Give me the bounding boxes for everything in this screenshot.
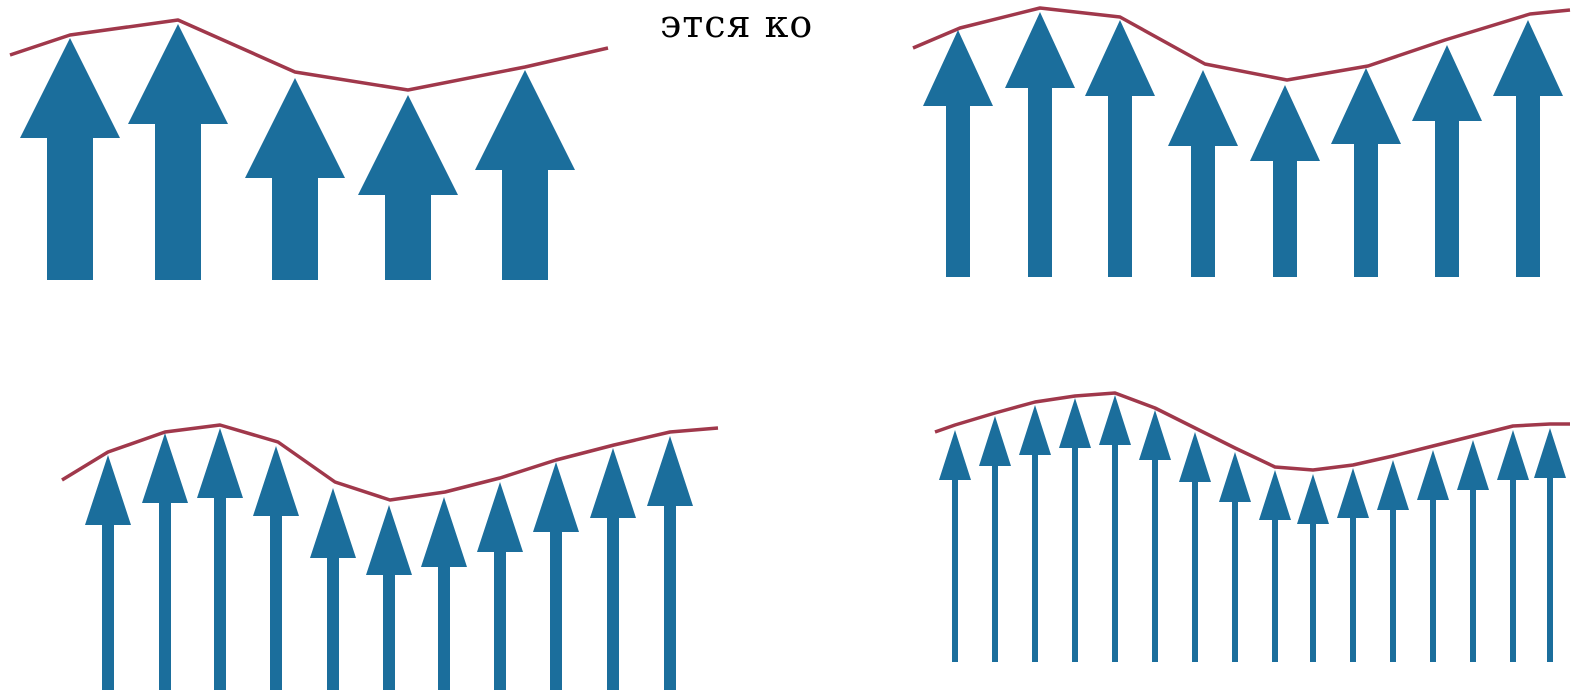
envelope-curve [9,18,609,92]
up-arrow [1179,432,1211,662]
up-arrow [1493,20,1563,277]
up-arrow [253,446,299,690]
up-arrow [590,448,636,690]
up-arrow [1099,395,1131,662]
up-arrow [358,95,458,280]
up-arrow [197,428,243,690]
up-arrow [475,70,575,280]
up-arrow [1497,430,1529,662]
caption-text: этся ко [660,2,814,46]
up-arrow [1331,68,1401,277]
panel-bottom-right [934,391,1570,662]
up-arrow [128,24,228,280]
up-arrow [1457,440,1489,662]
envelope-curve [912,6,1571,82]
up-arrow [1168,70,1238,277]
up-arrow [1005,12,1075,277]
up-arrow [1377,460,1409,662]
up-arrow [1259,470,1291,662]
up-arrow [1059,398,1091,662]
up-arrow [1019,405,1051,662]
up-arrow [1337,468,1369,662]
up-arrow [533,462,579,690]
up-arrow [1412,45,1482,277]
envelope-curve [61,423,719,502]
up-arrow [85,455,131,690]
up-arrow [1219,452,1251,662]
up-arrow [1139,410,1171,662]
up-arrow [647,436,693,690]
panel-top-right [912,6,1571,277]
up-arrow [477,482,523,690]
envelope-curve [934,391,1570,472]
up-arrow [20,38,120,280]
panel-top-left [9,18,609,280]
up-arrow [1417,450,1449,662]
up-arrow [245,78,345,280]
up-arrow [310,488,356,690]
up-arrow [366,505,412,690]
up-arrow [939,430,971,662]
up-arrow [1297,474,1329,662]
up-arrow [1085,20,1155,277]
up-arrow [979,416,1011,662]
up-arrow [142,433,188,690]
up-arrow [421,497,467,690]
up-arrow [1534,428,1566,662]
panel-bottom-left [61,423,719,690]
up-arrow [1250,85,1320,277]
up-arrow [923,30,993,277]
